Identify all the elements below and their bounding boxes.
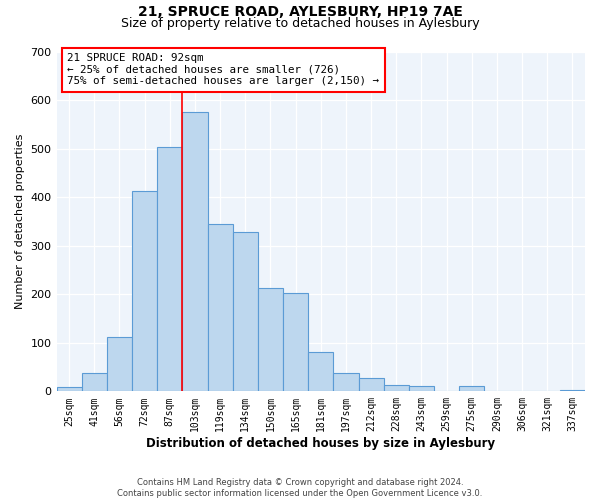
Text: Contains HM Land Registry data © Crown copyright and database right 2024.
Contai: Contains HM Land Registry data © Crown c… bbox=[118, 478, 482, 498]
Bar bbox=[334, 373, 359, 392]
Y-axis label: Number of detached properties: Number of detached properties bbox=[15, 134, 25, 309]
Bar bbox=[283, 294, 308, 392]
Bar bbox=[157, 147, 182, 392]
Bar bbox=[182, 112, 208, 392]
Bar bbox=[258, 288, 283, 392]
Bar bbox=[132, 191, 157, 392]
Bar bbox=[409, 386, 434, 392]
Bar bbox=[560, 390, 585, 392]
X-axis label: Distribution of detached houses by size in Aylesbury: Distribution of detached houses by size … bbox=[146, 437, 496, 450]
Bar bbox=[82, 373, 107, 392]
Bar bbox=[308, 352, 334, 392]
Bar bbox=[233, 232, 258, 392]
Bar bbox=[359, 378, 383, 392]
Bar bbox=[56, 388, 82, 392]
Bar bbox=[208, 224, 233, 392]
Text: 21, SPRUCE ROAD, AYLESBURY, HP19 7AE: 21, SPRUCE ROAD, AYLESBURY, HP19 7AE bbox=[137, 5, 463, 19]
Text: Size of property relative to detached houses in Aylesbury: Size of property relative to detached ho… bbox=[121, 18, 479, 30]
Bar bbox=[107, 337, 132, 392]
Text: 21 SPRUCE ROAD: 92sqm
← 25% of detached houses are smaller (726)
75% of semi-det: 21 SPRUCE ROAD: 92sqm ← 25% of detached … bbox=[67, 53, 379, 86]
Bar bbox=[459, 386, 484, 392]
Bar bbox=[383, 384, 409, 392]
